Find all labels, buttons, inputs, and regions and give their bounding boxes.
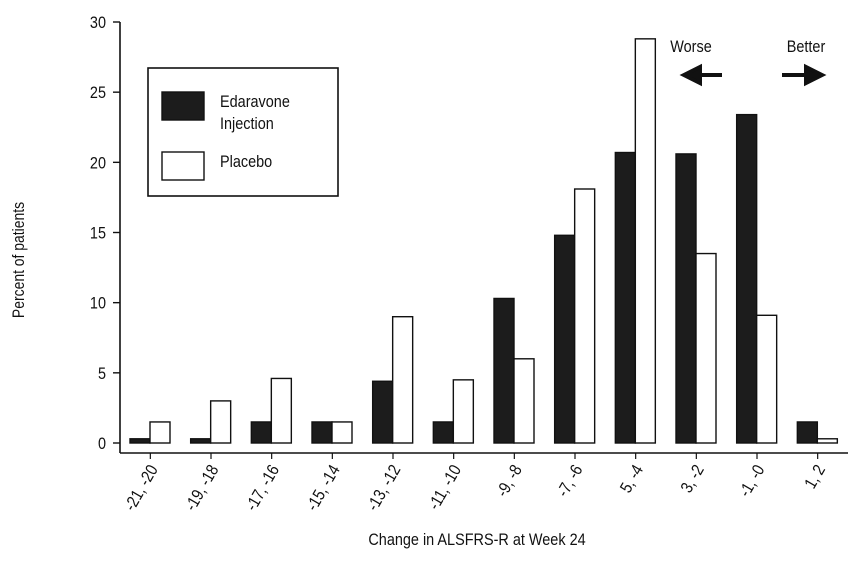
bar-placebo [816, 438, 839, 444]
legend-swatch-edaravone [161, 91, 205, 121]
bar-placebo [452, 379, 475, 444]
bar-edaravone [189, 438, 212, 444]
bar-edaravone [493, 297, 515, 444]
y-tick-label: 30 [90, 14, 106, 32]
x-tick-label: -13, -12 [364, 462, 405, 514]
bar-edaravone [553, 234, 576, 444]
bar-edaravone [432, 421, 455, 444]
bar-edaravone [796, 421, 819, 444]
legend: Edaravone Injection Placebo [147, 67, 339, 197]
x-tick-label: -19, -18 [182, 462, 223, 514]
x-tick-label: -9, -8 [493, 462, 526, 501]
x-tick-label: -1, -0 [736, 462, 769, 501]
bar-placebo [149, 421, 171, 444]
y-tick-label: 5 [98, 365, 106, 383]
y-tick-label: 0 [98, 435, 106, 453]
bar-placebo [331, 421, 353, 444]
y-axis-title: Percent of patients [10, 202, 29, 318]
bar-placebo [391, 316, 414, 444]
bar-edaravone [129, 438, 151, 444]
y-tick-label: 15 [90, 224, 106, 242]
bar-edaravone [371, 380, 394, 444]
bar-placebo [573, 188, 596, 444]
x-tick-label: 5, -4 [617, 462, 647, 496]
y-tick-label: 10 [90, 295, 106, 313]
bar-placebo [695, 252, 717, 444]
x-tick-label: 1, 2 [801, 462, 829, 492]
x-tick-label: -15, -14 [303, 462, 344, 514]
bars [129, 38, 839, 444]
bar-placebo [634, 38, 657, 444]
better-arrow-icon [782, 63, 827, 87]
bar-edaravone [311, 421, 333, 444]
x-tick-label: -7, -6 [554, 462, 587, 501]
y-tick-labels: 0 5 10 15 20 25 30 [90, 14, 106, 453]
legend-swatch-placebo [161, 151, 205, 181]
axes [113, 21, 848, 459]
direction-annotations: Worse Better [670, 38, 827, 87]
bar-edaravone [614, 151, 637, 444]
bar-edaravone [675, 153, 697, 444]
y-tick-label: 20 [90, 154, 106, 172]
x-axis-title: Change in ALSFRS-R at Week 24 [368, 531, 585, 549]
better-label: Better [787, 38, 826, 56]
y-tick-label: 25 [90, 84, 106, 102]
x-tick-labels: -21, -20 -19, -18 -17, -16 -15, -14 -13, -12… [121, 462, 829, 514]
worse-arrow-icon [679, 63, 722, 87]
bar-placebo [513, 358, 535, 444]
bar-edaravone [735, 113, 758, 444]
x-tick-label: -11, -10 [425, 462, 465, 514]
bar-edaravone [250, 421, 273, 444]
legend-label-edaravone-line2: Injection [220, 115, 274, 133]
worse-label: Worse [670, 38, 712, 56]
legend-label-placebo: Placebo [220, 153, 272, 171]
bar-placebo [209, 400, 232, 444]
x-tick-label: -21, -20 [121, 462, 162, 514]
x-tick-label: 3, -2 [678, 462, 708, 496]
bar-placebo [270, 377, 293, 444]
legend-label-edaravone-line1: Edaravone [220, 93, 290, 111]
bar-placebo [755, 314, 778, 444]
x-tick-label: -17, -16 [243, 462, 284, 514]
